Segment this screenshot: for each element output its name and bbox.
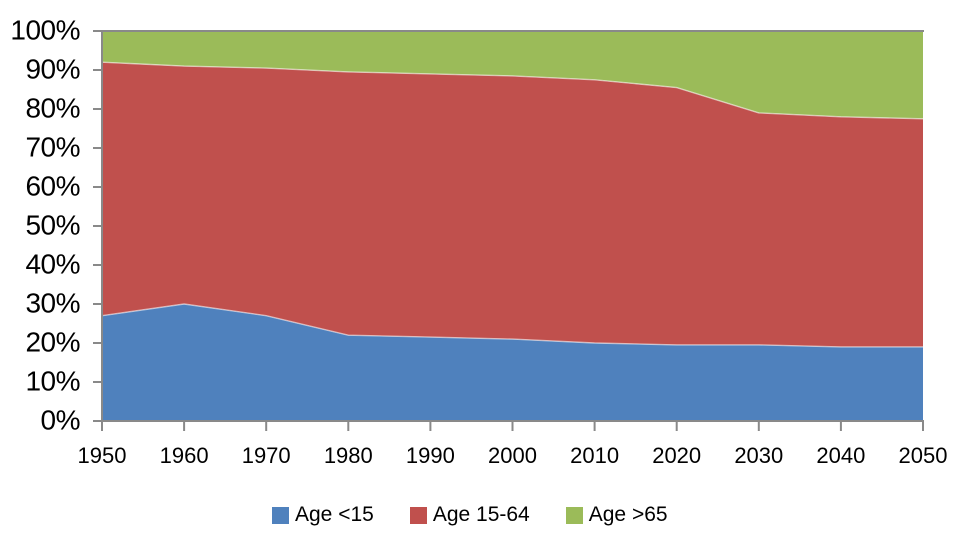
y-axis-label: 40% bbox=[25, 248, 80, 280]
y-axis-label: 20% bbox=[25, 326, 80, 358]
x-axis-label: 2050 bbox=[898, 443, 948, 468]
area-series-age-15-64 bbox=[102, 62, 923, 347]
x-axis-label: 1990 bbox=[405, 443, 455, 468]
x-axis-label: 2000 bbox=[488, 443, 537, 468]
y-axis-label: 30% bbox=[25, 287, 80, 319]
x-axis-label: 1960 bbox=[159, 443, 209, 468]
y-axis-label: 10% bbox=[25, 365, 80, 397]
y-axis-label: 0% bbox=[40, 404, 81, 436]
x-axis-label: 2040 bbox=[816, 443, 866, 468]
x-axis-label: 1980 bbox=[323, 443, 373, 468]
legend-label-age-gt65: Age >65 bbox=[588, 503, 668, 526]
y-axis-label: 70% bbox=[25, 131, 80, 163]
series-boundary-line bbox=[101, 61, 924, 120]
x-axis-label: 1970 bbox=[241, 443, 291, 468]
area-series-age-65 bbox=[102, 31, 923, 119]
legend-item-age-15-64: Age 15-64 bbox=[409, 503, 530, 527]
series-boundary-line bbox=[101, 303, 923, 348]
legend-swatch-age-15-64-icon bbox=[409, 506, 427, 524]
x-axis-label: 2020 bbox=[652, 443, 702, 468]
x-axis-label: 2010 bbox=[570, 443, 620, 468]
y-axis-label: 80% bbox=[25, 92, 80, 124]
x-axis-label: 2030 bbox=[734, 443, 784, 468]
legend-item-age-lt15: Age <15 bbox=[272, 503, 374, 527]
x-axis-label: 1950 bbox=[77, 443, 127, 468]
chart-legend: Age <15 Age 15-64 Age >65 bbox=[272, 503, 668, 527]
y-axis-label: 90% bbox=[25, 53, 80, 85]
area-series-age-15 bbox=[102, 304, 923, 421]
y-axis-label: 60% bbox=[25, 170, 80, 202]
y-axis-label: 50% bbox=[25, 209, 80, 241]
y-axis-label: 100% bbox=[10, 14, 80, 46]
legend-label-age-lt15: Age <15 bbox=[295, 503, 374, 526]
legend-item-age-gt65: Age >65 bbox=[565, 503, 668, 527]
legend-swatch-age-lt15-icon bbox=[272, 506, 289, 524]
legend-swatch-age-gt65-icon bbox=[565, 506, 583, 524]
legend-label-age-15-64: Age 15-64 bbox=[432, 503, 530, 526]
